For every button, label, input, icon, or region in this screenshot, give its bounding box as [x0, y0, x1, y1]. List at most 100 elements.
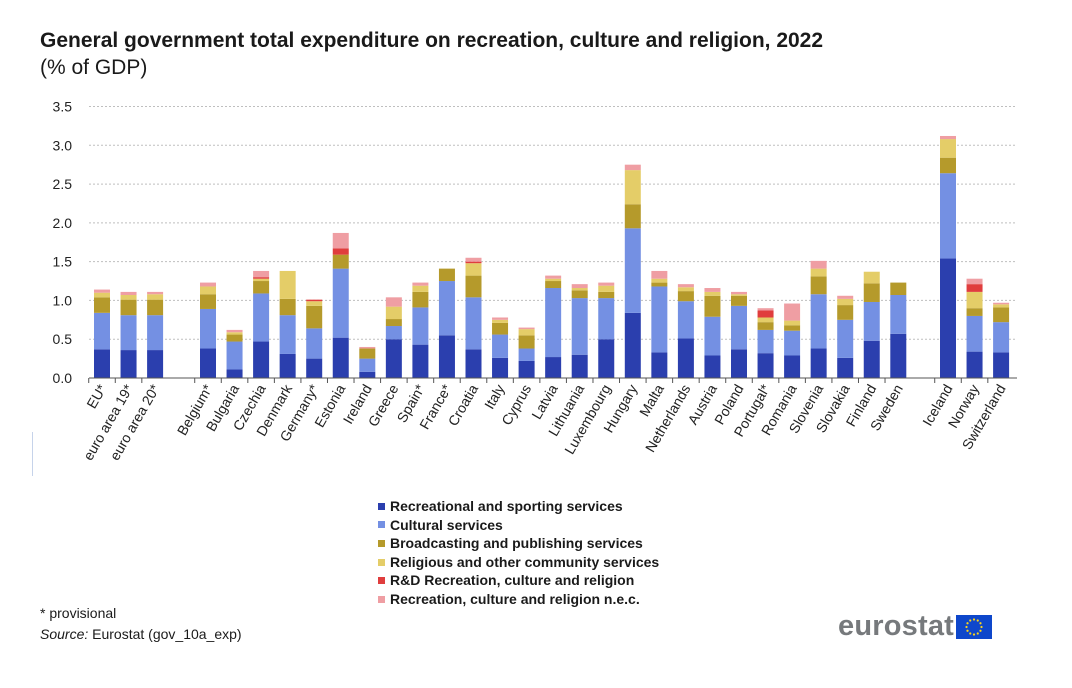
bar-segment	[677, 284, 694, 288]
bar-segment	[200, 348, 216, 378]
chart-title-suffix: (% of GDP)	[40, 56, 148, 79]
bar-segment	[253, 293, 270, 342]
bar-segment	[940, 258, 956, 378]
bar-segment	[147, 315, 164, 351]
bar-segment	[966, 291, 983, 309]
bar-segment	[332, 268, 349, 338]
bar-segment	[226, 329, 243, 333]
bar-segment	[993, 322, 1010, 353]
bar-segment	[940, 135, 956, 140]
bar-segment	[465, 297, 482, 350]
bar-segment	[651, 278, 668, 283]
bar-segment	[966, 351, 983, 378]
bar-segment	[704, 291, 721, 296]
bar-segment	[784, 320, 801, 326]
left-edge-marker	[32, 432, 33, 476]
bar-segment	[226, 332, 243, 335]
bar-segment	[332, 254, 349, 269]
bar-segment	[465, 349, 482, 378]
bar-segment	[863, 340, 880, 378]
bar-segment	[757, 308, 774, 311]
bar-segment	[306, 301, 323, 306]
bar-segment	[94, 312, 110, 350]
bar-segment	[94, 297, 110, 313]
bar-segment	[890, 333, 907, 378]
bar-segment	[200, 282, 216, 287]
legend-item: Recreational and sporting services	[378, 497, 659, 516]
bar-segment	[518, 360, 535, 378]
bar-segment	[492, 334, 509, 358]
bar-segment	[545, 278, 562, 282]
y-tick-label: 2.5	[53, 176, 73, 192]
bar-segment	[598, 298, 615, 340]
bar-segment	[624, 312, 641, 378]
bar-segment	[837, 298, 854, 306]
eu-flag-icon	[956, 614, 993, 639]
legend-item: R&D Recreation, culture and religion	[378, 571, 659, 590]
x-tick-label: Italy	[481, 382, 508, 412]
bar-segment	[518, 329, 535, 336]
bar-segment	[279, 270, 296, 299]
bar-segment	[385, 306, 402, 320]
bar-segment	[757, 329, 774, 354]
bar-segment	[465, 275, 482, 298]
bar-segment	[651, 352, 668, 378]
bar-segment	[993, 302, 1010, 305]
bars	[94, 135, 1010, 378]
bar-segment	[332, 232, 349, 249]
bar-segment	[677, 338, 694, 378]
legend-label: Broadcasting and publishing services	[390, 535, 643, 552]
bar-segment	[731, 305, 747, 350]
bar-segment	[359, 348, 376, 359]
bar-segment	[94, 289, 110, 293]
bar-segment	[784, 325, 801, 331]
bar-segment	[147, 291, 164, 295]
bar-segment	[810, 348, 827, 378]
bar-segment	[704, 316, 721, 356]
legend-item: Cultural services	[378, 516, 659, 535]
bar-segment	[306, 358, 323, 378]
bar-segment	[412, 307, 429, 345]
bar-segment	[598, 285, 615, 292]
flag-star	[972, 617, 976, 621]
bar-segment	[200, 308, 216, 349]
bar-segment	[518, 327, 535, 330]
bar-segment	[966, 308, 983, 316]
bar-segment	[837, 357, 854, 378]
bar-segment	[120, 294, 137, 300]
bar-segment	[677, 291, 694, 302]
bar-segment	[624, 164, 641, 171]
bar-segment	[940, 157, 956, 174]
legend-item: Religious and other community services	[378, 553, 659, 572]
bar-segment	[704, 355, 721, 378]
bar-segment	[253, 281, 270, 294]
bar-segment	[253, 270, 270, 278]
bar-segment	[571, 284, 588, 289]
bar-segment	[492, 357, 509, 378]
y-tick-label: 2.0	[53, 215, 73, 231]
bar-segment	[677, 301, 694, 339]
bar-segment	[492, 317, 509, 320]
legend-swatch	[378, 521, 385, 529]
bar-segment	[651, 282, 668, 287]
legend-swatch	[378, 502, 385, 510]
bar-segment	[438, 335, 455, 378]
bar-segment	[966, 315, 983, 352]
bar-segment	[810, 260, 827, 269]
legend-swatch	[378, 558, 385, 566]
stacked-bar-chart: 0.0 0.5 1.0 1.5 2.0 2.5 3.0 3.5 EU*euro area 19…	[53, 99, 1017, 463]
legend-label: Religious and other community services	[390, 553, 660, 570]
flag-star	[979, 629, 982, 632]
flag-star	[966, 629, 969, 632]
bar-segment	[837, 319, 854, 358]
bar-segment	[306, 328, 323, 359]
bar-segment	[757, 317, 774, 323]
legend-item: Broadcasting and publishing services	[378, 534, 659, 553]
source-label: Source:	[40, 626, 89, 642]
bar-segment	[545, 281, 562, 289]
flag-star	[965, 625, 968, 628]
bar-segment	[332, 248, 349, 255]
x-axis	[88, 377, 1017, 383]
bar-segment	[120, 315, 137, 351]
legend-swatch	[378, 595, 385, 603]
